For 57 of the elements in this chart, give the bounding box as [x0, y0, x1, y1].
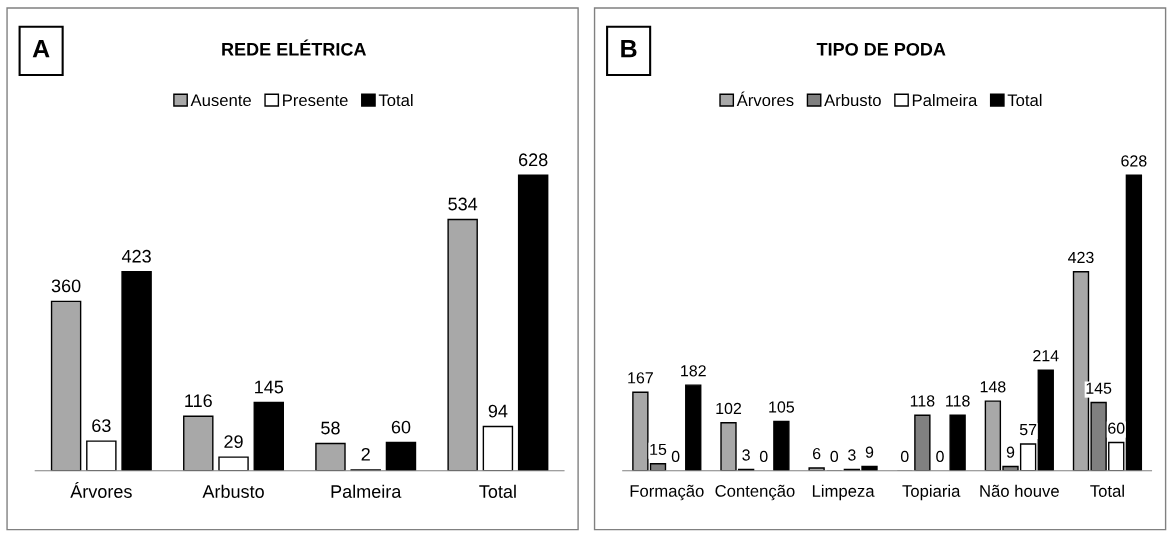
- legend-label: Palmeira: [912, 93, 978, 107]
- data-label: 0: [671, 450, 680, 463]
- data-label: 105: [769, 401, 795, 413]
- data-label: 57: [1019, 424, 1037, 436]
- x-tick-label: Topiaria: [902, 484, 961, 501]
- legend-label: Arbusto: [824, 93, 881, 107]
- chart-title: TIPO DE PODA: [816, 42, 946, 56]
- data-label: 118: [946, 395, 970, 407]
- x-tick-label: Total: [1090, 484, 1124, 497]
- data-label: 116: [185, 394, 212, 408]
- data-label: 60: [1108, 422, 1125, 434]
- data-label: 534: [448, 197, 478, 211]
- data-label: 60: [391, 420, 411, 434]
- x-tick-label: Não houve: [980, 484, 1059, 497]
- data-label: 628: [1121, 155, 1147, 167]
- data-label: 9: [865, 446, 874, 458]
- data-label: 0: [900, 450, 909, 463]
- data-label: 423: [1068, 251, 1094, 264]
- data-label: 628: [519, 153, 548, 167]
- data-label: 102: [716, 402, 742, 415]
- data-label: 145: [255, 380, 284, 394]
- data-label: 423: [121, 249, 151, 263]
- data-label: 182: [681, 365, 706, 377]
- data-label: 0: [936, 450, 944, 463]
- legend-label: Ausente: [190, 94, 251, 107]
- x-tick-label: Formação: [630, 484, 704, 501]
- x-tick-label: Total: [479, 484, 516, 498]
- x-tick-label: Contenção: [715, 484, 795, 501]
- data-label: 3: [742, 449, 750, 461]
- data-label: 63: [92, 419, 111, 433]
- x-tick-label: Árvores: [70, 482, 132, 498]
- legend-label: Presente: [283, 94, 348, 107]
- data-label: 118: [910, 395, 935, 407]
- legend-label: Total: [1007, 93, 1042, 107]
- data-label: 58: [321, 421, 340, 435]
- data-label: 9: [1006, 446, 1015, 458]
- text: B: [621, 40, 637, 58]
- data-label: 0: [830, 450, 839, 463]
- data-label: 6: [813, 447, 821, 460]
- data-label: 167: [628, 372, 653, 384]
- data-label: 145: [1086, 382, 1112, 394]
- data-label: 94: [488, 404, 508, 418]
- data-label: 214: [1033, 350, 1059, 362]
- x-tick-label: Limpeza: [812, 484, 875, 501]
- data-label: 0: [759, 450, 768, 463]
- data-label: 29: [224, 435, 243, 449]
- data-label: 15: [650, 443, 667, 456]
- x-tick-label: Palmeira: [331, 484, 402, 498]
- data-label: 148: [980, 381, 1006, 393]
- text: A: [32, 40, 50, 58]
- data-label: 3: [848, 449, 856, 461]
- chart-title: REDE ELÉTRICA: [222, 39, 366, 56]
- legend-label: Total: [378, 93, 413, 107]
- legend-label: Árvores: [736, 91, 794, 107]
- data-label: 360: [51, 279, 81, 293]
- x-tick-label: Arbusto: [202, 484, 264, 498]
- data-label: 2: [361, 447, 370, 461]
